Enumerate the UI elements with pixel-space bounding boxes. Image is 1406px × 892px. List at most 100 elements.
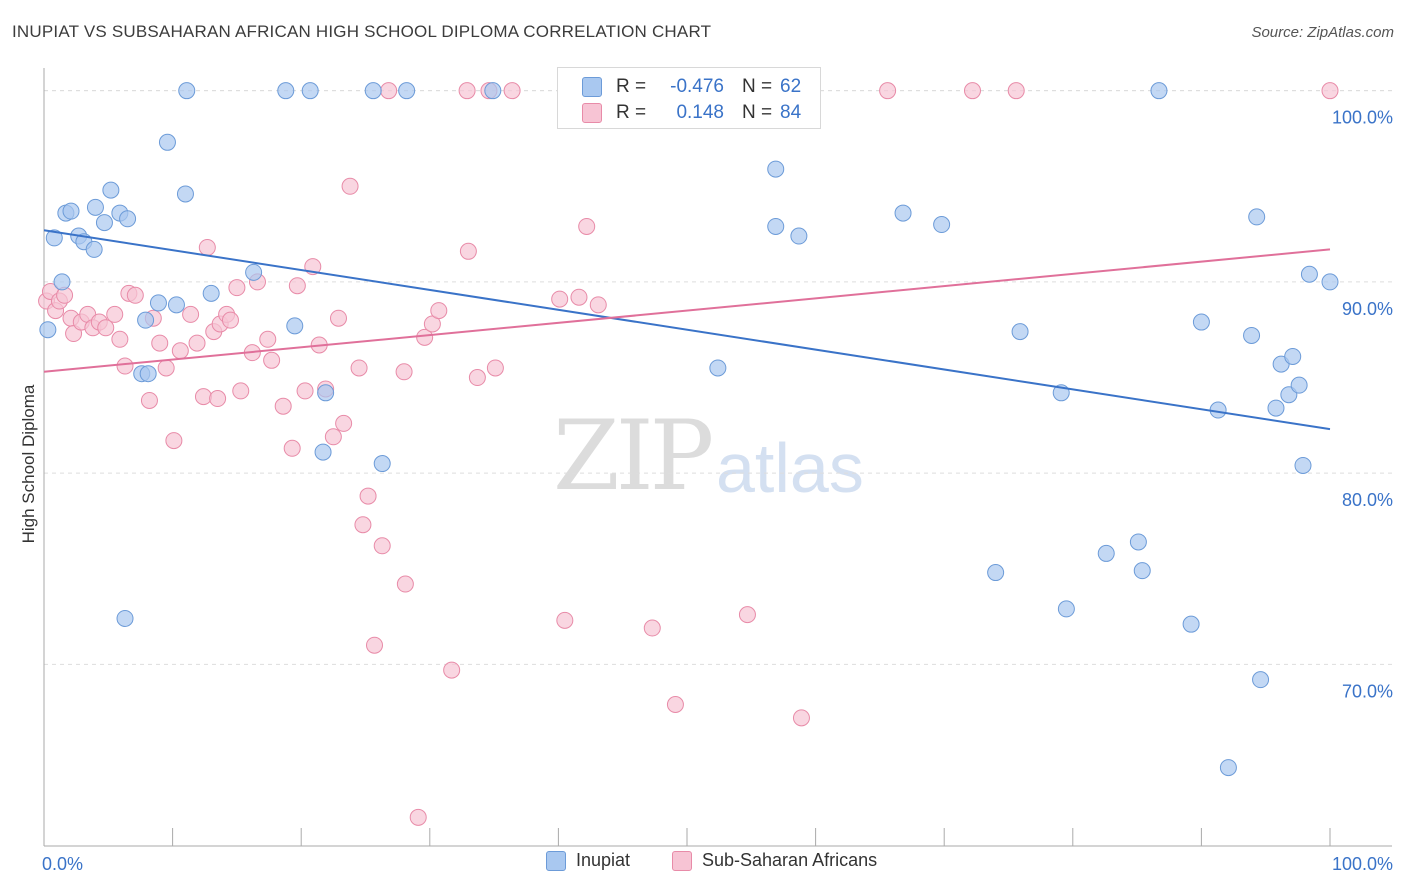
inupiat-point	[167, 296, 185, 314]
r-value: -0.476	[670, 76, 724, 97]
subsaharan-point	[296, 382, 314, 400]
inupiat-point	[85, 240, 103, 258]
n-value: 62	[780, 76, 802, 97]
subsaharan-point	[182, 305, 200, 323]
legend-label-subsaharan: Sub-Saharan Africans	[702, 850, 878, 870]
subsaharan-point	[354, 516, 372, 534]
inupiat-point	[1182, 615, 1200, 633]
subsaharan-point	[409, 808, 427, 826]
subsaharan-point	[666, 695, 684, 713]
r-label: R =	[616, 102, 647, 123]
watermark-zip: ZIP	[553, 400, 714, 512]
legend-item-subsaharan[interactable]: Sub-Saharan Africans	[672, 850, 877, 871]
subsaharan-point	[288, 277, 306, 295]
inupiat-point	[95, 214, 113, 232]
subsaharan-point	[209, 390, 227, 408]
subsaharan-point	[359, 487, 377, 505]
subsaharan-point	[503, 82, 521, 100]
inupiat-point	[39, 321, 57, 339]
subsaharan-point	[198, 238, 216, 256]
subsaharan-point	[468, 369, 486, 387]
inupiat-point	[1284, 347, 1302, 365]
x-tick-label-max: 100.0%	[1332, 854, 1393, 874]
inupiat-point	[86, 198, 104, 216]
subsaharan-point	[556, 611, 574, 629]
stats-legend: R = -0.476 N = 62 R = 0.148 N = 84	[557, 67, 821, 129]
subsaharan-trend-line	[43, 248, 1331, 373]
inupiat-point	[116, 609, 134, 627]
inupiat-point	[286, 317, 304, 335]
inupiat-point	[767, 217, 785, 235]
inupiat-point	[317, 384, 335, 402]
subsaharan-point	[551, 290, 569, 308]
inupiat-point	[314, 443, 332, 461]
subsaharan-point	[126, 286, 144, 304]
subsaharan-point	[395, 363, 413, 381]
subsaharan-point	[263, 351, 281, 369]
grid-layer	[44, 90, 1392, 665]
n-value: 84	[780, 102, 802, 123]
subsaharan-point	[116, 357, 134, 375]
stats-row-subsaharan: R = 0.148 N = 84	[582, 100, 801, 126]
subsaharan-point	[443, 661, 461, 679]
x-tick-label-min: 0.0%	[42, 854, 83, 874]
inupiat-point	[1290, 376, 1308, 394]
legend-swatch-subsaharan	[672, 850, 692, 871]
subsaharan-point	[165, 432, 183, 450]
inupiat-point	[45, 229, 63, 247]
y-tick-label: 100.0%	[1332, 108, 1393, 128]
inupiat-point	[1300, 265, 1318, 283]
subsaharan-point	[459, 242, 477, 260]
inupiat-point	[139, 365, 157, 383]
inupiat-point	[53, 273, 71, 291]
subsaharan-point	[259, 330, 277, 348]
watermark-atlas: atlas	[716, 429, 864, 507]
stats-row-inupiat: R = -0.476 N = 62	[582, 74, 801, 100]
subsaharan-point	[194, 388, 212, 406]
legend-label-inupiat: Inupiat	[576, 850, 631, 870]
r-label: R =	[616, 76, 647, 97]
axis-layer	[43, 68, 1392, 847]
subsaharan-point	[228, 279, 246, 297]
inupiat-point	[790, 227, 808, 245]
subsaharan-point	[324, 428, 342, 446]
subsaharan-point	[329, 309, 347, 327]
inupiat-point	[709, 359, 727, 377]
subsaharan-point	[1321, 82, 1339, 100]
trend-layer	[43, 229, 1331, 431]
inupiat-point	[119, 210, 137, 228]
subsaharan-point	[486, 359, 504, 377]
legend-item-inupiat[interactable]: Inupiat	[546, 850, 630, 871]
inupiat-point	[202, 284, 220, 302]
inupiat-point	[1248, 208, 1266, 226]
n-label: N =	[742, 102, 773, 123]
subsaharan-point	[373, 537, 391, 555]
subsaharan-point	[792, 709, 810, 727]
inupiat-point	[277, 82, 295, 100]
subsaharan-point	[396, 575, 414, 593]
subsaharan-point	[221, 311, 239, 329]
inupiat-point	[62, 202, 80, 220]
inupiat-point	[1219, 759, 1237, 777]
inupiat-point	[301, 82, 319, 100]
subsaharan-point	[416, 328, 434, 346]
subsaharan-point	[1007, 82, 1025, 100]
subsaharan-point	[366, 636, 384, 654]
subsaharan-point	[879, 82, 897, 100]
inupiat-point	[894, 204, 912, 222]
subsaharan-point	[97, 319, 115, 337]
inupiat-point	[1267, 399, 1285, 417]
y-tick-label: 90.0%	[1342, 299, 1393, 319]
r-value: 0.148	[676, 102, 724, 123]
inupiat-point	[176, 185, 194, 203]
subsaharan-point	[274, 397, 292, 415]
inupiat-point	[1097, 544, 1115, 562]
inupiat-point	[1011, 323, 1029, 341]
inupiat-point	[1057, 600, 1075, 618]
chart-title: INUPIAT VS SUBSAHARAN AFRICAN HIGH SCHOO…	[12, 22, 712, 41]
subsaharan-point	[111, 330, 129, 348]
series-legend: Inupiat Sub-Saharan Africans	[0, 850, 1406, 880]
inupiat-point	[1192, 313, 1210, 331]
subsaharan-point	[738, 606, 756, 624]
